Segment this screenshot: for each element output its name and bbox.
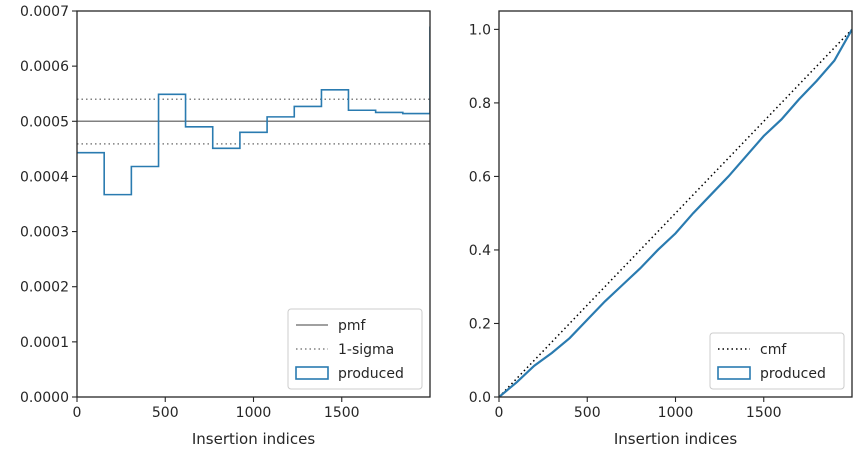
chart-panel-1: 0 500 1000 1500 0.0000 0.0001 0.0002 0.0003 0.00… [20,4,431,448]
y-tick-label: 0.0007 [20,4,69,20]
x-tick-label: 1500 [324,405,360,421]
y-tick-label: 0.4 [469,243,491,259]
legend-swatch-produced [717,366,751,380]
legend-label-1-sigma: 1-sigma [338,342,394,358]
x-tick-label: 1000 [236,405,272,421]
x-tick-label: 0 [495,405,504,421]
legend-box [287,308,423,390]
y-tick-label: 0.0000 [20,390,69,406]
y-tick-label: 0.6 [469,169,491,185]
y-tick-label: 0.0005 [20,114,69,130]
legend: pmf 1-sigma produced [287,308,423,390]
plot-area [77,26,430,196]
y-tick-label: 1.0 [469,22,491,38]
axes-frame [76,10,431,398]
plot-area [499,28,852,397]
legend-swatch-produced [295,366,329,380]
y-tick-label: 0.0004 [20,169,69,185]
produced-histogram [77,26,430,196]
x-tick-label: 1000 [658,405,694,421]
x-axis-label: Insertion indices [614,430,737,448]
x-tick-label: 500 [574,405,601,421]
y-tick-label: 0.0006 [20,59,69,75]
y-tick-label: 0.0002 [20,280,69,296]
legend-label-cmf: cmf [760,342,787,358]
x-tick-label: 1500 [746,405,782,421]
chart-panel-2: 0 500 1000 1500 0.0 0.2 0.4 0.6 0.8 1.0 Insertion … [469,10,853,448]
y-tick-label: 0.0 [469,390,491,406]
x-axis-label: Insertion indices [192,430,315,448]
legend-box [709,332,845,390]
y-tick-label: 0.8 [469,96,491,112]
y-tick-label: 0.0003 [20,225,69,241]
x-tick-label: 0 [73,405,82,421]
y-tick-label: 0.0001 [20,335,69,351]
legend-label-produced: produced [338,366,404,382]
legend-label-produced: produced [760,366,826,382]
legend: cmf produced [709,332,845,390]
produced-cumulative-line [499,28,852,397]
legend-label-pmf: pmf [338,318,367,334]
x-tick-label: 500 [152,405,179,421]
y-tick-label: 0.2 [469,316,491,332]
axes-frame [498,10,853,398]
